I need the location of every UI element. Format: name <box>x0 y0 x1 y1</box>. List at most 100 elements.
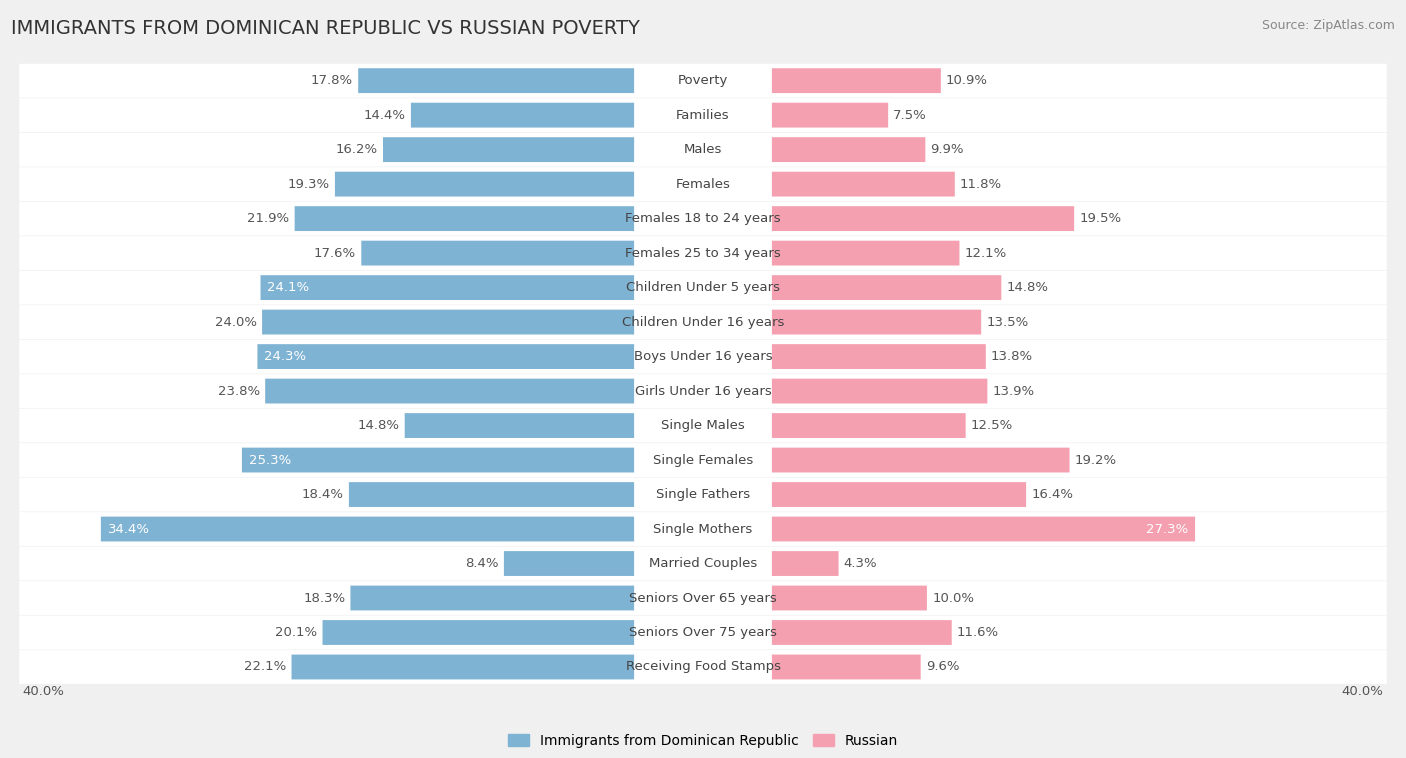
FancyBboxPatch shape <box>20 340 1386 374</box>
FancyBboxPatch shape <box>291 655 634 679</box>
Text: 11.8%: 11.8% <box>960 177 1002 190</box>
Text: 23.8%: 23.8% <box>218 384 260 398</box>
FancyBboxPatch shape <box>772 310 981 334</box>
Text: Single Females: Single Females <box>652 453 754 467</box>
FancyBboxPatch shape <box>772 206 1074 231</box>
Text: 20.1%: 20.1% <box>276 626 318 639</box>
Text: 24.3%: 24.3% <box>264 350 307 363</box>
FancyBboxPatch shape <box>20 615 1386 650</box>
Text: 11.6%: 11.6% <box>957 626 1000 639</box>
Text: 13.8%: 13.8% <box>991 350 1033 363</box>
Text: 19.5%: 19.5% <box>1080 212 1122 225</box>
FancyBboxPatch shape <box>20 547 1386 581</box>
Text: Females 25 to 34 years: Females 25 to 34 years <box>626 246 780 259</box>
FancyBboxPatch shape <box>20 133 1386 167</box>
FancyBboxPatch shape <box>20 581 1386 615</box>
Text: Girls Under 16 years: Girls Under 16 years <box>634 384 772 398</box>
Text: 24.0%: 24.0% <box>215 315 257 328</box>
Text: Females: Females <box>675 177 731 190</box>
FancyBboxPatch shape <box>772 586 927 610</box>
FancyBboxPatch shape <box>20 64 1386 98</box>
Text: Single Mothers: Single Mothers <box>654 522 752 536</box>
FancyBboxPatch shape <box>20 409 1386 443</box>
FancyBboxPatch shape <box>20 374 1386 408</box>
FancyBboxPatch shape <box>101 517 634 541</box>
FancyBboxPatch shape <box>20 650 1386 684</box>
FancyBboxPatch shape <box>242 448 634 472</box>
Text: 10.9%: 10.9% <box>946 74 988 87</box>
FancyBboxPatch shape <box>382 137 634 162</box>
Text: 19.3%: 19.3% <box>288 177 330 190</box>
Text: 21.9%: 21.9% <box>247 212 290 225</box>
FancyBboxPatch shape <box>411 103 634 127</box>
FancyBboxPatch shape <box>20 99 1386 132</box>
FancyBboxPatch shape <box>257 344 634 369</box>
Text: 7.5%: 7.5% <box>893 108 927 121</box>
Text: Married Couples: Married Couples <box>650 557 756 570</box>
FancyBboxPatch shape <box>295 206 634 231</box>
Text: 14.4%: 14.4% <box>364 108 406 121</box>
FancyBboxPatch shape <box>772 517 1195 541</box>
Text: Single Males: Single Males <box>661 419 745 432</box>
Text: Poverty: Poverty <box>678 74 728 87</box>
FancyBboxPatch shape <box>20 478 1386 512</box>
Text: 40.0%: 40.0% <box>1341 685 1384 698</box>
Text: 9.6%: 9.6% <box>927 660 959 674</box>
FancyBboxPatch shape <box>772 344 986 369</box>
Text: 25.3%: 25.3% <box>249 453 291 467</box>
Text: 34.4%: 34.4% <box>108 522 150 536</box>
FancyBboxPatch shape <box>20 512 1386 546</box>
Text: 27.3%: 27.3% <box>1146 522 1188 536</box>
FancyBboxPatch shape <box>405 413 634 438</box>
FancyBboxPatch shape <box>503 551 634 576</box>
Text: 8.4%: 8.4% <box>465 557 499 570</box>
FancyBboxPatch shape <box>20 236 1386 270</box>
Text: Females 18 to 24 years: Females 18 to 24 years <box>626 212 780 225</box>
FancyBboxPatch shape <box>772 620 952 645</box>
FancyBboxPatch shape <box>20 271 1386 305</box>
FancyBboxPatch shape <box>322 620 634 645</box>
Text: 17.6%: 17.6% <box>314 246 356 259</box>
Text: 18.3%: 18.3% <box>304 591 346 605</box>
FancyBboxPatch shape <box>20 305 1386 339</box>
FancyBboxPatch shape <box>350 586 634 610</box>
FancyBboxPatch shape <box>262 310 634 334</box>
Text: 9.9%: 9.9% <box>931 143 965 156</box>
Text: Families: Families <box>676 108 730 121</box>
FancyBboxPatch shape <box>772 137 925 162</box>
Text: Seniors Over 65 years: Seniors Over 65 years <box>628 591 778 605</box>
FancyBboxPatch shape <box>772 172 955 196</box>
FancyBboxPatch shape <box>359 68 634 93</box>
Text: 4.3%: 4.3% <box>844 557 877 570</box>
Text: 13.5%: 13.5% <box>987 315 1029 328</box>
FancyBboxPatch shape <box>772 413 966 438</box>
Text: Boys Under 16 years: Boys Under 16 years <box>634 350 772 363</box>
FancyBboxPatch shape <box>20 202 1386 236</box>
FancyBboxPatch shape <box>772 551 838 576</box>
Text: 40.0%: 40.0% <box>22 685 65 698</box>
FancyBboxPatch shape <box>772 379 987 403</box>
Legend: Immigrants from Dominican Republic, Russian: Immigrants from Dominican Republic, Russ… <box>502 728 904 753</box>
Text: Source: ZipAtlas.com: Source: ZipAtlas.com <box>1261 19 1395 32</box>
FancyBboxPatch shape <box>772 482 1026 507</box>
Text: 18.4%: 18.4% <box>302 488 343 501</box>
Text: Children Under 16 years: Children Under 16 years <box>621 315 785 328</box>
FancyBboxPatch shape <box>772 655 921 679</box>
FancyBboxPatch shape <box>772 68 941 93</box>
Text: 13.9%: 13.9% <box>993 384 1035 398</box>
FancyBboxPatch shape <box>361 241 634 265</box>
Text: IMMIGRANTS FROM DOMINICAN REPUBLIC VS RUSSIAN POVERTY: IMMIGRANTS FROM DOMINICAN REPUBLIC VS RU… <box>11 19 640 38</box>
FancyBboxPatch shape <box>266 379 634 403</box>
Text: Seniors Over 75 years: Seniors Over 75 years <box>628 626 778 639</box>
FancyBboxPatch shape <box>772 103 889 127</box>
Text: 16.4%: 16.4% <box>1031 488 1073 501</box>
Text: 16.2%: 16.2% <box>336 143 378 156</box>
Text: 19.2%: 19.2% <box>1074 453 1116 467</box>
FancyBboxPatch shape <box>772 241 959 265</box>
Text: 14.8%: 14.8% <box>357 419 399 432</box>
Text: 10.0%: 10.0% <box>932 591 974 605</box>
Text: 14.8%: 14.8% <box>1007 281 1049 294</box>
Text: 17.8%: 17.8% <box>311 74 353 87</box>
FancyBboxPatch shape <box>772 275 1001 300</box>
Text: 12.5%: 12.5% <box>970 419 1014 432</box>
